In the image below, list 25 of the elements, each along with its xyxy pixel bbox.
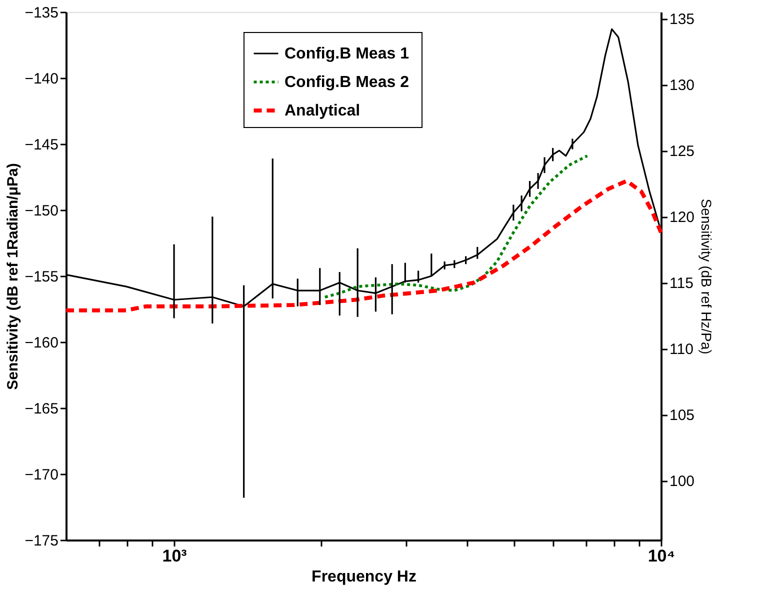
y2-tick-label: 105: [670, 407, 695, 424]
legend-label: Analytical: [284, 102, 360, 120]
y2-axis-title: Sensitivity (dB ref Hz/Pa): [698, 198, 715, 354]
y-tick-label: −160: [24, 334, 58, 352]
y-axis-title: Sensitivity (dB ref 1Radian/μPa): [4, 163, 22, 390]
y2-tick-label: 100: [670, 473, 695, 490]
x-axis-title: Frequency Hz: [312, 568, 416, 586]
y2-tick-label: 120: [670, 209, 695, 226]
y2-tick-label: 135: [670, 11, 695, 28]
legend-label: Config.B Meas 2: [284, 74, 410, 91]
y-tick-label: −145: [24, 136, 58, 154]
legend-label: Config.B Meas 1: [284, 46, 410, 62]
y-tick-label: −155: [24, 268, 58, 286]
y2-tick-label: 115: [670, 275, 694, 292]
y-tick-label: −170: [24, 466, 58, 484]
y-tick-label: −135: [24, 4, 58, 22]
y-tick-label: −140: [24, 70, 58, 88]
y2-tick-label: 125: [670, 143, 695, 160]
y-tick-label: −150: [24, 202, 58, 220]
y2-tick-label: 110: [670, 341, 694, 358]
y-tick-label: −165: [24, 400, 58, 418]
x-tick-label: 10⁴: [648, 546, 676, 566]
x-tick-label: 10³: [162, 546, 188, 566]
y2-tick-label: 130: [670, 77, 695, 94]
y-tick-label: −175: [24, 532, 58, 550]
